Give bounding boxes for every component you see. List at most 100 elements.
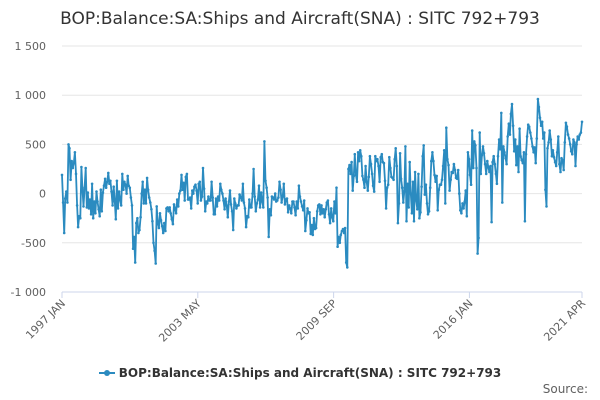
data-point[interactable] xyxy=(230,210,234,213)
data-point[interactable] xyxy=(472,166,475,170)
data-point[interactable] xyxy=(238,193,241,196)
data-point[interactable] xyxy=(329,207,333,210)
data-point[interactable] xyxy=(428,186,432,189)
data-point[interactable] xyxy=(257,184,261,187)
data-point[interactable] xyxy=(228,189,232,192)
data-point[interactable] xyxy=(323,215,327,219)
data-point[interactable] xyxy=(477,236,480,240)
data-point[interactable] xyxy=(89,213,93,216)
data-point[interactable] xyxy=(229,203,233,206)
data-point[interactable] xyxy=(535,137,539,140)
data-point[interactable] xyxy=(449,178,453,182)
data-point[interactable] xyxy=(397,202,401,205)
data-point[interactable] xyxy=(353,152,357,156)
data-point[interactable] xyxy=(200,195,204,198)
data-point[interactable] xyxy=(118,198,122,201)
data-point[interactable] xyxy=(132,235,136,239)
data-point[interactable] xyxy=(158,212,162,215)
data-point[interactable] xyxy=(287,204,291,207)
data-point[interactable] xyxy=(314,226,318,230)
data-point[interactable] xyxy=(111,204,114,207)
data-point[interactable] xyxy=(292,200,295,203)
data-point[interactable] xyxy=(299,200,303,203)
data-point[interactable] xyxy=(396,221,400,225)
data-point[interactable] xyxy=(500,111,503,115)
data-point[interactable] xyxy=(115,179,119,183)
data-point[interactable] xyxy=(144,202,148,205)
data-point[interactable] xyxy=(551,149,555,152)
data-point[interactable] xyxy=(225,204,228,207)
data-point[interactable] xyxy=(278,180,281,184)
data-point[interactable] xyxy=(448,189,451,192)
data-point[interactable] xyxy=(536,97,540,101)
data-point[interactable] xyxy=(320,204,323,207)
data-point[interactable] xyxy=(514,138,517,141)
data-point[interactable] xyxy=(386,183,390,186)
data-point[interactable] xyxy=(442,149,446,152)
data-point[interactable] xyxy=(404,145,407,148)
data-point[interactable] xyxy=(256,198,260,201)
data-point[interactable] xyxy=(336,245,339,248)
data-point[interactable] xyxy=(469,183,473,186)
data-point[interactable] xyxy=(202,187,206,190)
data-point[interactable] xyxy=(416,208,419,211)
data-point[interactable] xyxy=(484,172,488,176)
data-point[interactable] xyxy=(166,206,169,209)
data-point[interactable] xyxy=(462,207,465,210)
data-point[interactable] xyxy=(493,162,497,166)
data-point[interactable] xyxy=(124,183,127,186)
data-point[interactable] xyxy=(388,155,391,159)
data-point[interactable] xyxy=(258,206,262,209)
data-point[interactable] xyxy=(223,208,226,211)
data-point[interactable] xyxy=(157,226,161,230)
data-point[interactable] xyxy=(217,199,221,202)
data-point[interactable] xyxy=(486,159,489,163)
data-point[interactable] xyxy=(146,188,150,191)
data-point[interactable] xyxy=(367,175,371,179)
data-point[interactable] xyxy=(184,175,188,179)
data-point[interactable] xyxy=(517,170,520,174)
data-point[interactable] xyxy=(201,166,205,170)
data-point[interactable] xyxy=(203,210,207,213)
data-point[interactable] xyxy=(394,147,398,150)
data-point[interactable] xyxy=(370,172,374,176)
data-point[interactable] xyxy=(417,172,420,176)
data-point[interactable] xyxy=(88,198,92,201)
data-point[interactable] xyxy=(151,219,154,223)
data-point[interactable] xyxy=(138,228,141,232)
data-point[interactable] xyxy=(364,164,367,168)
data-point[interactable] xyxy=(523,219,527,223)
data-point[interactable] xyxy=(234,202,237,205)
data-point[interactable] xyxy=(80,165,83,169)
data-point[interactable] xyxy=(196,202,199,205)
data-point[interactable] xyxy=(466,151,470,154)
data-point[interactable] xyxy=(420,185,423,188)
data-point[interactable] xyxy=(174,212,178,215)
data-point[interactable] xyxy=(294,213,297,217)
data-point[interactable] xyxy=(520,158,523,162)
data-point[interactable] xyxy=(247,215,250,219)
data-point[interactable] xyxy=(431,151,434,154)
data-point[interactable] xyxy=(483,162,487,166)
data-point[interactable] xyxy=(170,217,174,221)
data-point[interactable] xyxy=(571,152,574,156)
data-point[interactable] xyxy=(546,147,549,150)
data-point[interactable] xyxy=(489,164,492,168)
data-point[interactable] xyxy=(231,228,235,232)
data-point[interactable] xyxy=(371,184,375,187)
data-point[interactable] xyxy=(492,154,496,158)
data-point[interactable] xyxy=(564,121,568,125)
data-point[interactable] xyxy=(262,206,265,209)
data-point[interactable] xyxy=(531,145,534,148)
data-point[interactable] xyxy=(539,124,543,127)
data-point[interactable] xyxy=(286,211,290,214)
data-point[interactable] xyxy=(525,135,529,138)
data-point[interactable] xyxy=(99,188,103,191)
data-point[interactable] xyxy=(266,196,269,199)
data-point[interactable] xyxy=(480,153,484,157)
data-point[interactable] xyxy=(413,170,417,174)
data-point[interactable] xyxy=(259,191,263,194)
data-point[interactable] xyxy=(178,192,181,195)
data-point[interactable] xyxy=(263,140,266,143)
data-point[interactable] xyxy=(506,135,510,138)
